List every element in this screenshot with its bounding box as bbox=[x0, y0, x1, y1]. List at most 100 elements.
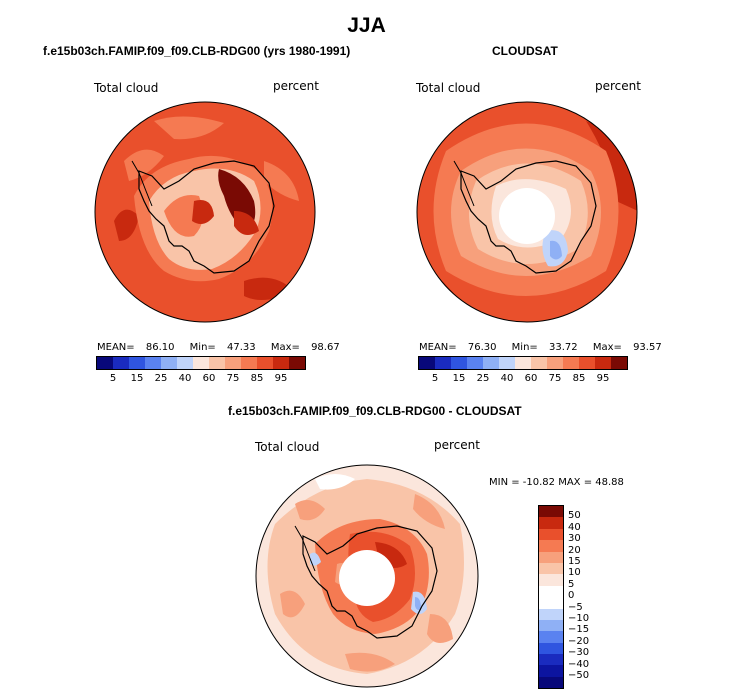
panel-3-units-label: percent bbox=[434, 438, 480, 452]
colorbar-swatch bbox=[539, 540, 563, 552]
colorbar-swatch bbox=[467, 357, 483, 369]
colorbar-tick-label: 40 bbox=[500, 373, 514, 384]
colorbar-swatch bbox=[113, 357, 129, 369]
colorbar-swatch bbox=[273, 357, 289, 369]
colorbar-swatch bbox=[483, 357, 499, 369]
colorbar-swatch bbox=[419, 357, 435, 369]
mean-label: MEAN= bbox=[419, 342, 457, 353]
colorbar-swatch bbox=[129, 357, 145, 369]
colorbar-swatch bbox=[531, 357, 547, 369]
panel-1-colorbar-ticks: 5 15 25 40 60 75 85 95 bbox=[96, 373, 308, 385]
panel-3-title: f.e15b03ch.FAMIP.f09_f09.CLB-RDG00 - CLO… bbox=[228, 404, 522, 418]
colorbar-swatch bbox=[499, 357, 515, 369]
colorbar-swatch bbox=[539, 676, 563, 689]
colorbar-tick-label: 60 bbox=[202, 373, 216, 384]
colorbar-swatch bbox=[289, 357, 305, 369]
colorbar-swatch bbox=[539, 631, 563, 643]
panel-1-min-value: 47.33 bbox=[226, 342, 256, 353]
colorbar-tick-label: 40 bbox=[568, 521, 581, 533]
panel-1-title: f.e15b03ch.FAMIP.f09_f09.CLB-RDG00 (yrs … bbox=[43, 44, 351, 58]
panel-2-title: CLOUDSAT bbox=[492, 44, 558, 58]
colorbar-swatch bbox=[225, 357, 241, 369]
colorbar-swatch bbox=[539, 517, 563, 529]
colorbar-tick-label: 25 bbox=[154, 373, 168, 384]
colorbar-swatch bbox=[595, 357, 611, 369]
colorbar-tick-label: −10 bbox=[568, 613, 590, 624]
colorbar-swatch bbox=[241, 357, 257, 369]
panel-3-colorbar bbox=[538, 505, 564, 690]
colorbar-tick-label: −5 bbox=[568, 601, 583, 613]
colorbar-swatch bbox=[515, 357, 531, 369]
panel-1-colorbar bbox=[96, 356, 306, 370]
panel-2-colorbar bbox=[418, 356, 628, 370]
panel-1-stats: MEAN= 86.10 Min= 47.33 Max= 98.67 bbox=[97, 342, 340, 353]
panel-1-units-label: percent bbox=[273, 79, 319, 93]
panel-2-stats: MEAN= 76.30 Min= 33.72 Max= 93.57 bbox=[419, 342, 662, 353]
colorbar-swatch bbox=[539, 506, 563, 518]
panel-3-polar-map bbox=[255, 464, 479, 688]
colorbar-tick-label: 5 bbox=[431, 373, 439, 384]
colorbar-tick-label: 0 bbox=[568, 590, 575, 602]
colorbar-swatch bbox=[539, 528, 563, 541]
colorbar-tick-label: −40 bbox=[568, 658, 590, 670]
colorbar-swatch bbox=[539, 574, 563, 586]
colorbar-swatch bbox=[579, 357, 595, 369]
mean-label: MEAN= bbox=[97, 342, 135, 353]
panel-1-variable-label: Total cloud bbox=[94, 81, 159, 95]
min-label: Min= bbox=[511, 342, 538, 353]
colorbar-tick-label: 25 bbox=[476, 373, 490, 384]
colorbar-swatch bbox=[193, 357, 209, 369]
colorbar-tick-label: 85 bbox=[572, 373, 586, 384]
colorbar-tick-label: −50 bbox=[568, 670, 590, 681]
colorbar-tick-label: −30 bbox=[568, 647, 590, 659]
panel-2-variable-label: Total cloud bbox=[416, 81, 481, 95]
colorbar-swatch bbox=[145, 357, 161, 369]
colorbar-tick-label: 30 bbox=[568, 533, 581, 545]
panel-3-colorbar-ticks: 50 40 30 20 15 10 5 0 −5 −10 −15 −20 −30 −40 −50 bbox=[568, 505, 608, 688]
colorbar-tick-label: 60 bbox=[524, 373, 538, 384]
colorbar-tick-label: 15 bbox=[130, 373, 144, 384]
colorbar-swatch bbox=[539, 597, 563, 609]
colorbar-tick-label: 5 bbox=[109, 373, 117, 384]
colorbar-swatch bbox=[563, 357, 579, 369]
colorbar-tick-label: 15 bbox=[568, 556, 581, 567]
panel-3-stats: MIN = -10.82 MAX = 48.88 bbox=[489, 477, 624, 488]
colorbar-tick-label: 85 bbox=[250, 373, 264, 384]
colorbar-tick-label: 75 bbox=[226, 373, 240, 384]
panel-1-mean-value: 86.10 bbox=[145, 342, 175, 353]
colorbar-swatch bbox=[209, 357, 225, 369]
figure-title: JJA bbox=[347, 14, 386, 37]
colorbar-swatch bbox=[539, 642, 563, 655]
colorbar-swatch bbox=[547, 357, 563, 369]
colorbar-tick-label: 20 bbox=[568, 544, 581, 556]
colorbar-tick-label: 95 bbox=[596, 373, 610, 384]
colorbar-tick-label: 95 bbox=[274, 373, 288, 384]
panel-2-units-label: percent bbox=[595, 79, 641, 93]
panel-2-mean-value: 76.30 bbox=[467, 342, 497, 353]
colorbar-swatch bbox=[539, 585, 563, 598]
colorbar-tick-label: −15 bbox=[568, 624, 590, 636]
max-label: Max= bbox=[270, 342, 300, 353]
panel-1-max-value: 98.67 bbox=[311, 342, 340, 353]
colorbar-swatch bbox=[539, 608, 563, 620]
colorbar-swatch bbox=[539, 562, 563, 575]
colorbar-swatch bbox=[161, 357, 177, 369]
colorbar-tick-label: 10 bbox=[568, 567, 581, 579]
panel-2-min-value: 33.72 bbox=[548, 342, 578, 353]
colorbar-swatch bbox=[539, 551, 563, 563]
panel-3-variable-label: Total cloud bbox=[255, 440, 320, 454]
colorbar-swatch bbox=[257, 357, 273, 369]
colorbar-swatch bbox=[451, 357, 467, 369]
colorbar-swatch bbox=[539, 654, 563, 666]
colorbar-swatch bbox=[539, 619, 563, 632]
colorbar-swatch bbox=[177, 357, 193, 369]
max-label: Max= bbox=[592, 342, 622, 353]
panel-2-colorbar-ticks: 5 15 25 40 60 75 85 95 bbox=[418, 373, 630, 385]
colorbar-swatch bbox=[435, 357, 451, 369]
panel-1-polar-map bbox=[94, 101, 316, 323]
panel-2-max-value: 93.57 bbox=[633, 342, 662, 353]
colorbar-swatch bbox=[611, 357, 627, 369]
colorbar-tick-label: 40 bbox=[178, 373, 192, 384]
min-label: Min= bbox=[189, 342, 216, 353]
colorbar-tick-label: 75 bbox=[548, 373, 562, 384]
